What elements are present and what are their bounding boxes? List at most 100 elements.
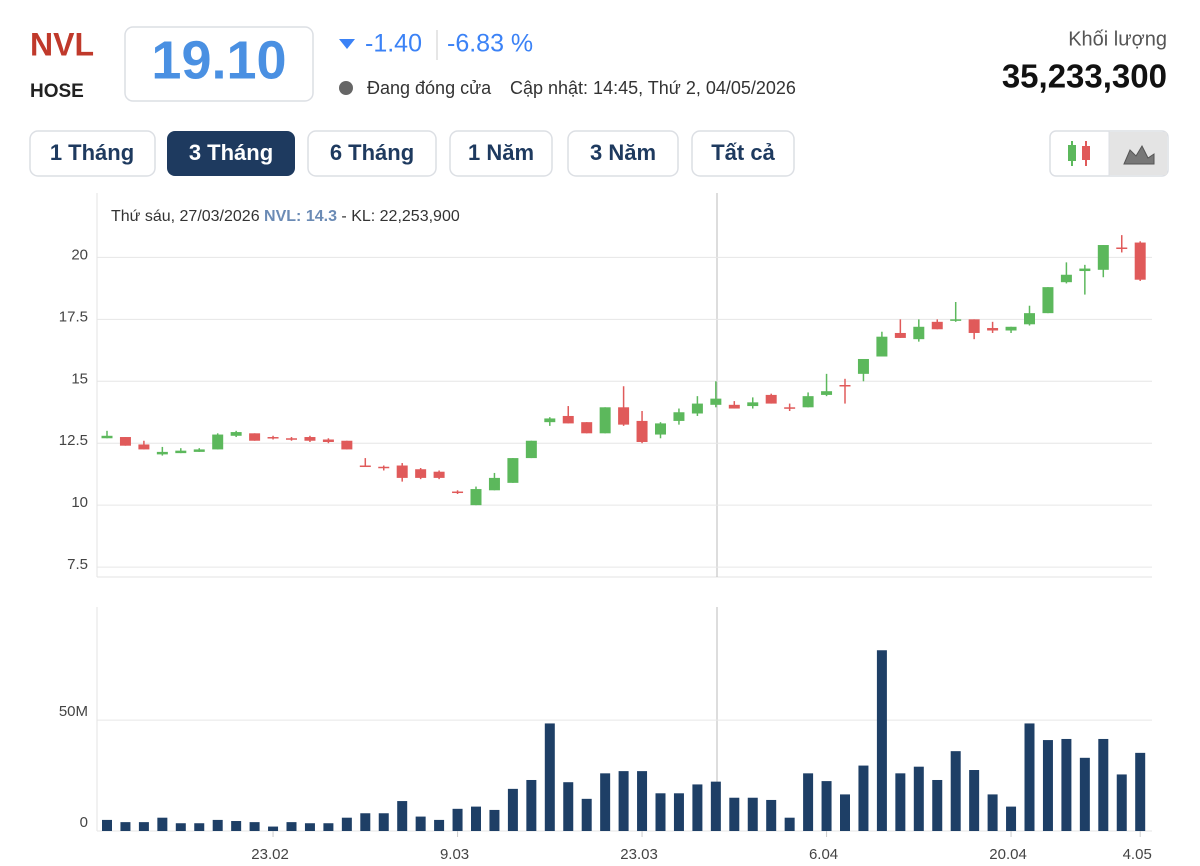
- candle-body: [1116, 247, 1128, 250]
- exchange: HOSE: [30, 81, 84, 102]
- volume-bar: [950, 751, 961, 831]
- volume-label: Khối lượng: [1068, 28, 1167, 50]
- y-tick-label: 17.5: [59, 308, 88, 325]
- tab[interactable]: [29, 130, 156, 177]
- down-arrow: [339, 39, 355, 49]
- volume-bar: [618, 771, 629, 831]
- candle-body: [544, 418, 556, 423]
- volume-bar: [526, 779, 537, 831]
- candle-body: [894, 332, 906, 338]
- candle-body: [1097, 245, 1109, 270]
- volume-bar: [489, 809, 500, 831]
- volume-bar: [987, 794, 998, 831]
- y-tick-label: 0: [80, 814, 88, 831]
- volume-bar: [1061, 738, 1072, 831]
- volume-bar: [710, 781, 721, 831]
- x-tick-label: 20.04: [989, 846, 1027, 863]
- candle-icon[interactable]: [1068, 141, 1090, 166]
- volume-bar: [471, 806, 481, 831]
- y-tick-label: 7.5: [67, 556, 88, 573]
- volume-bar: [1079, 757, 1090, 831]
- volume-bar: [102, 819, 112, 831]
- candle-body: [175, 450, 187, 454]
- volume-bar: [655, 793, 666, 831]
- tab-label[interactable]: 1 Tháng: [50, 140, 134, 165]
- volume-bar: [231, 821, 242, 831]
- y-tick-label: 12.5: [59, 432, 88, 449]
- candle-body: [433, 471, 445, 478]
- volume-bar: [581, 798, 592, 831]
- tooltip-price: NVL: 14.3: [264, 208, 337, 225]
- status: Đang đóng cửa: [367, 78, 492, 98]
- symbol: NVL: [30, 26, 94, 62]
- volume-bar: [1006, 806, 1017, 831]
- area-icon[interactable]: [1123, 144, 1155, 165]
- volume-bar: [1135, 752, 1146, 831]
- tab-label[interactable]: 3 Năm: [590, 140, 656, 165]
- volume-bar: [268, 826, 279, 831]
- candle-body: [359, 465, 371, 468]
- candle-body: [968, 319, 980, 333]
- candle-body: [839, 385, 851, 387]
- change: -1.40: [365, 30, 422, 58]
- price-box: [124, 26, 314, 102]
- candle-body: [1134, 242, 1146, 280]
- candle-body: [987, 328, 999, 331]
- tab-label[interactable]: 1 Năm: [468, 140, 534, 165]
- tab[interactable]: [449, 130, 553, 177]
- candle-body: [691, 403, 703, 414]
- volume-bar: [341, 817, 352, 831]
- candle-body: [931, 321, 943, 330]
- volume-bar: [932, 779, 943, 831]
- candle-body: [267, 437, 279, 439]
- candle-body: [562, 415, 574, 424]
- x-tick-label: 6.04: [809, 846, 838, 863]
- candle-body: [1079, 268, 1091, 272]
- volume-bar: [212, 819, 223, 831]
- candle-body: [525, 440, 537, 459]
- volume-bar: [360, 813, 371, 831]
- tooltip: Thứ sáu, 27/03/2026 NVL: 14.3 - KL: 22,2…: [111, 208, 460, 225]
- tooltip-volume: - KL: 22,253,900: [341, 208, 459, 225]
- x-tick-label: 4.05: [1123, 846, 1152, 863]
- price: 19.10: [151, 30, 286, 90]
- candle-body: [1024, 313, 1035, 325]
- volume-bar: [434, 819, 445, 831]
- candle-body: [322, 439, 334, 442]
- volume-bar: [175, 823, 186, 831]
- volume-bar: [600, 773, 611, 831]
- volume-bar: [747, 797, 758, 831]
- candle-body: [728, 404, 740, 409]
- volume-bar: [895, 773, 906, 831]
- volume-bar: [397, 801, 408, 831]
- candle-body: [249, 433, 261, 441]
- volume-bar: [729, 797, 740, 831]
- candle-body: [193, 449, 205, 452]
- volume-bar: [157, 817, 168, 831]
- volume-bar: [507, 788, 518, 831]
- candle-body: [488, 477, 500, 491]
- candle-body: [784, 407, 796, 409]
- candle-body: [765, 394, 777, 404]
- x-tick-label: 23.03: [620, 846, 658, 863]
- tab-label[interactable]: 6 Tháng: [330, 140, 414, 165]
- candle-body: [304, 437, 316, 441]
- candle-body: [341, 440, 353, 450]
- candle-body: [913, 326, 925, 340]
- candle-body: [618, 407, 630, 425]
- tab[interactable]: [567, 130, 679, 177]
- tab[interactable]: [691, 130, 795, 177]
- tab-active[interactable]: [167, 131, 295, 176]
- candle-body: [821, 391, 833, 395]
- tab[interactable]: [307, 130, 437, 177]
- candle-body: [747, 402, 759, 407]
- tab-label[interactable]: 3 Tháng: [189, 140, 273, 165]
- candle-body: [599, 407, 611, 434]
- candle-body: [950, 319, 962, 321]
- tab-label[interactable]: Tất cả: [711, 140, 775, 165]
- volume-bar: [120, 822, 131, 831]
- candle-body: [636, 420, 648, 442]
- candle-body: [378, 466, 390, 469]
- candle-body: [138, 444, 150, 450]
